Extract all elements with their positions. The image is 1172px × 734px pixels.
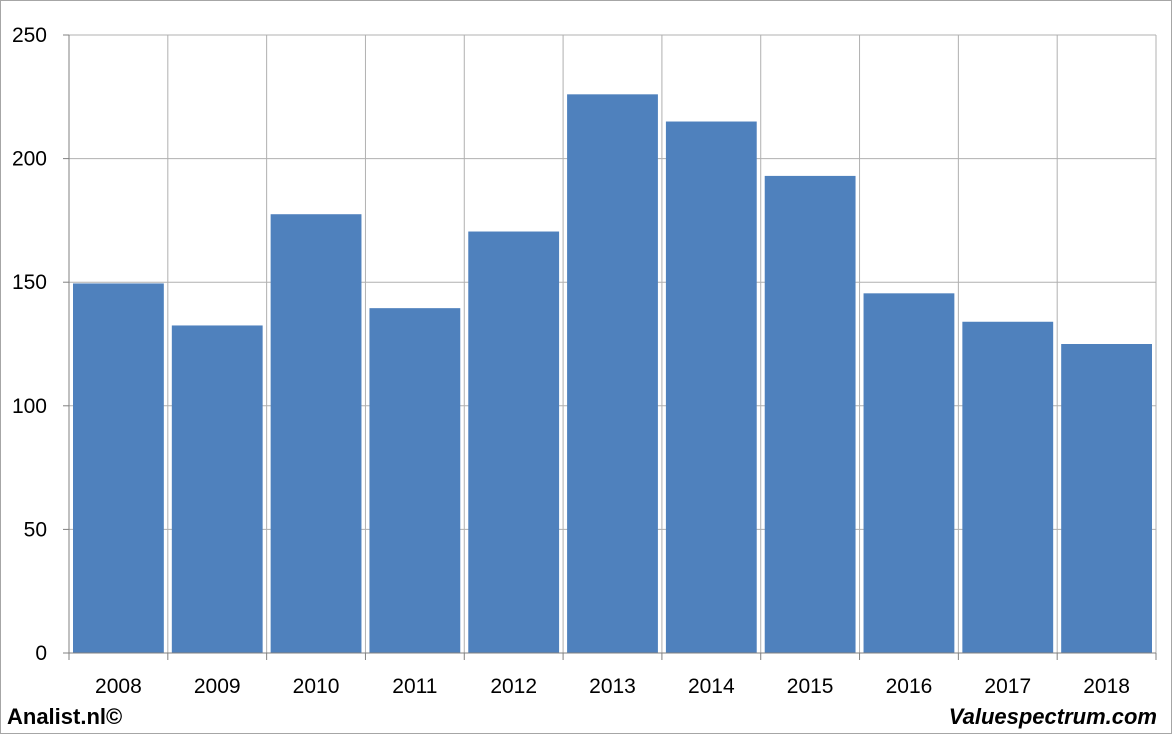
- y-tick-label: 200: [12, 148, 47, 171]
- x-tick-label: 2008: [95, 675, 142, 698]
- bar-chart: 0 50 100 150 200 250 2008 2009 2010 2011 2012 2013 2…: [12, 24, 1157, 698]
- x-tick-label: 2012: [490, 675, 537, 698]
- x-tick-label: 2015: [787, 675, 834, 698]
- source-credit: Analist.nl©: [7, 704, 123, 729]
- y-tick-label: 0: [35, 642, 47, 665]
- bar-2010: [270, 214, 362, 653]
- bar-2012: [468, 231, 560, 654]
- bar-2018: [1061, 344, 1152, 653]
- x-tick-label: 2018: [1083, 675, 1130, 698]
- x-tick-label: 2013: [589, 675, 636, 698]
- x-tick-label: 2014: [688, 675, 735, 698]
- site-credit: Valuespectrum.com: [948, 704, 1157, 729]
- y-tick-label: 50: [24, 518, 47, 541]
- bar-2009: [171, 325, 263, 653]
- bar-2016: [863, 293, 955, 653]
- bar-2008: [73, 283, 164, 653]
- y-tick-label: 100: [12, 395, 47, 418]
- y-tick-label: 250: [12, 24, 47, 47]
- bar-2014: [665, 121, 757, 653]
- x-tick-label: 2016: [886, 675, 933, 698]
- bar-2015: [764, 175, 856, 654]
- x-tick-label: 2017: [984, 675, 1031, 698]
- x-tick-label: 2009: [194, 675, 241, 698]
- bar-2013: [567, 94, 658, 653]
- bar-2017: [962, 321, 1054, 653]
- x-tick-label: 2010: [293, 675, 340, 698]
- x-tick-label: 2011: [392, 675, 437, 698]
- y-tick-label: 150: [12, 271, 47, 294]
- bar-2011: [369, 308, 461, 653]
